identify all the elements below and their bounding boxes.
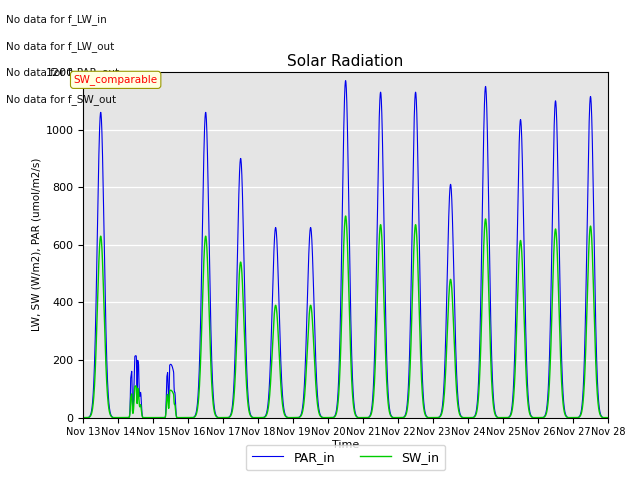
Text: No data for f_PAR_out: No data for f_PAR_out	[6, 67, 120, 78]
PAR_in	[443, 282, 451, 288]
X-axis label: Time: Time	[332, 440, 359, 450]
PAR_in	[342, 78, 349, 84]
SW_in	[342, 213, 349, 219]
SW_in	[443, 336, 451, 342]
Text: No data for f_SW_out: No data for f_SW_out	[6, 94, 116, 105]
SW_in	[333, 410, 340, 416]
SW_in	[604, 415, 612, 420]
PAR_in	[79, 415, 87, 420]
Text: No data for f_LW_in: No data for f_LW_in	[6, 14, 107, 25]
Title: Solar Radiation: Solar Radiation	[287, 54, 404, 70]
PAR_in	[604, 415, 612, 420]
SW_in	[485, 297, 493, 303]
PAR_in	[143, 415, 150, 420]
PAR_in	[333, 408, 340, 413]
PAR_in	[255, 415, 263, 420]
Line: SW_in: SW_in	[83, 216, 608, 418]
SW_in	[255, 415, 263, 420]
SW_in	[143, 415, 150, 420]
Y-axis label: LW, SW (W/m2), PAR (umol/m2/s): LW, SW (W/m2), PAR (umol/m2/s)	[31, 158, 41, 332]
SW_in	[135, 394, 143, 400]
Text: No data for f_LW_out: No data for f_LW_out	[6, 41, 115, 52]
SW_in	[79, 415, 87, 420]
Text: SW_comparable: SW_comparable	[74, 74, 157, 85]
Line: PAR_in: PAR_in	[83, 81, 608, 418]
Legend: PAR_in, SW_in: PAR_in, SW_in	[246, 444, 445, 470]
PAR_in	[485, 218, 493, 224]
PAR_in	[135, 374, 143, 380]
